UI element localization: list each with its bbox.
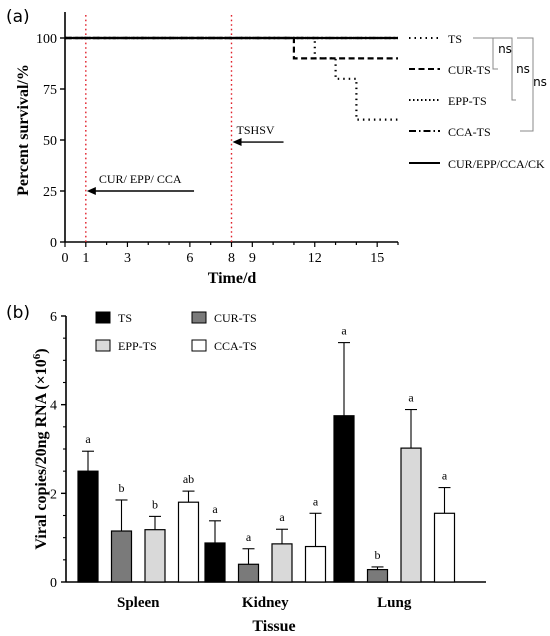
survival-x-tick-label: 15 xyxy=(370,251,384,266)
significance-letter: a xyxy=(442,469,448,483)
survival-y-tick-label: 0 xyxy=(50,236,57,251)
bar xyxy=(271,543,293,583)
survival-x-tick-label: 6 xyxy=(186,251,193,266)
significance-letter: b xyxy=(152,497,158,511)
viral-legend-label: EPP-TS xyxy=(118,339,157,353)
significance-label: ns xyxy=(516,62,530,76)
survival-y-tick-label: 50 xyxy=(43,134,57,149)
significance-letter: a xyxy=(341,324,347,338)
viral-category-label: Lung xyxy=(377,595,412,611)
bar xyxy=(177,501,200,583)
survival-y-tick-label: 100 xyxy=(36,32,57,47)
annotation-arrow-head xyxy=(232,138,242,147)
viral-legend-label: CUR-TS xyxy=(214,311,257,325)
survival-x-tick-label: 12 xyxy=(308,251,322,266)
survival-y-tick-label: 75 xyxy=(43,83,57,98)
viral-y-tick-label: 2 xyxy=(50,487,57,502)
bar xyxy=(110,530,133,583)
significance-bracket xyxy=(517,37,534,132)
panel-b-label: (b) xyxy=(6,303,30,323)
survival-series-line xyxy=(65,36,398,60)
panel-a-label: (a) xyxy=(6,7,30,27)
survival-legend-label: CCA-TS xyxy=(448,125,491,139)
viral-legend-swatch xyxy=(95,339,111,352)
bar xyxy=(204,542,226,583)
significance-letter: a xyxy=(313,494,319,508)
significance-letter: a xyxy=(279,510,285,524)
survival-legend-label: TS xyxy=(448,32,462,46)
significance-letter: a xyxy=(212,502,218,516)
significance-letter: ab xyxy=(183,472,194,486)
bar xyxy=(333,415,355,583)
viral-legend-swatch xyxy=(191,311,207,324)
significance-bracket xyxy=(493,37,516,101)
survival-legend-label: CUR/EPP/CCA/CK xyxy=(448,157,545,171)
significance-letter: a xyxy=(246,530,252,544)
survival-y-axis-label: Percent survival/% xyxy=(15,64,32,196)
survival-x-tick-label: 1 xyxy=(82,251,89,266)
significance-label: ns xyxy=(498,42,512,56)
bar xyxy=(237,563,260,583)
survival-legend-label: CUR-TS xyxy=(448,63,491,77)
survival-x-tick-label: 0 xyxy=(62,251,69,266)
significance-label: ns xyxy=(533,75,547,89)
significance-bracket xyxy=(473,37,498,70)
viral-x-axis-label: Tissue xyxy=(252,618,295,635)
viral-copies-chart: (b) Viral copies/20ng RNA (×106) Tissue … xyxy=(6,303,486,635)
bar xyxy=(433,512,456,583)
annotation-arrow-head xyxy=(86,187,96,195)
survival-x-tick-label: 3 xyxy=(124,251,131,266)
viral-y-axis-label: Viral copies/20ng RNA (×106) xyxy=(31,348,50,549)
viral-y-tick-label: 6 xyxy=(50,310,57,325)
survival-chart: (a) Percent survival/% Time/d 0 25 50 75 100… xyxy=(6,7,547,287)
viral-y-tick-label: 0 xyxy=(50,576,57,591)
viral-category-label: Spleen xyxy=(117,595,160,611)
survival-x-tick-label: 8 xyxy=(228,251,235,266)
bar xyxy=(366,568,389,583)
significance-letter: b xyxy=(375,548,381,562)
annotation-label: CUR/ EPP/ CCA xyxy=(99,172,182,186)
survival-x-axis-label: Time/d xyxy=(208,270,257,287)
bar xyxy=(304,545,327,583)
survival-x-tick-label: 9 xyxy=(249,251,256,266)
significance-letter: b xyxy=(119,481,125,495)
survival-series-line xyxy=(65,36,398,121)
viral-legend-swatch xyxy=(191,339,207,352)
bar xyxy=(77,470,99,583)
viral-legend-label: TS xyxy=(118,311,132,325)
viral-category-label: Kidney xyxy=(242,595,289,611)
bar xyxy=(144,529,166,583)
survival-y-tick-label: 25 xyxy=(43,185,57,200)
survival-legend-label: EPP-TS xyxy=(448,94,487,108)
annotation-label: TSHSV xyxy=(237,123,275,137)
significance-letter: a xyxy=(85,432,91,446)
viral-y-tick-label: 4 xyxy=(50,399,57,414)
bar xyxy=(400,447,422,583)
viral-legend-label: CCA-TS xyxy=(214,339,257,353)
viral-legend-swatch xyxy=(95,311,111,324)
significance-letter: a xyxy=(408,391,414,405)
